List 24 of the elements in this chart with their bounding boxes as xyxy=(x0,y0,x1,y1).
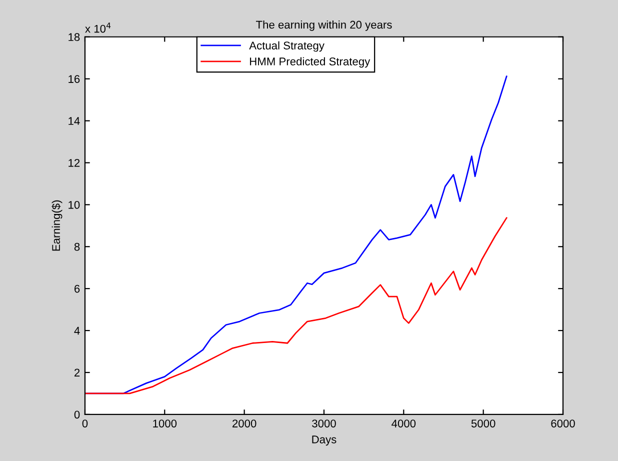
y-tick-label: 14 xyxy=(68,117,80,125)
legend-label: Actual Strategy xyxy=(249,41,324,52)
x-axis-title: Days xyxy=(312,436,336,446)
y-tick-label: 18 xyxy=(68,33,80,42)
x-tick-label: 5000 xyxy=(471,420,496,428)
x-tick-label: 2000 xyxy=(232,420,256,428)
y-tick-label: 16 xyxy=(68,75,80,83)
chart-title: The earning within 20 years xyxy=(256,20,392,31)
x-tick-label: 4000 xyxy=(392,420,416,428)
legend-label: HMM Predicted Strategy xyxy=(250,57,370,68)
y-tick-label: 6 xyxy=(74,284,80,293)
y-tick-label: 10 xyxy=(68,200,80,209)
x-tick-label: 0 xyxy=(82,420,88,428)
x-tick-label: 3000 xyxy=(312,420,336,428)
x-tick-label: 1000 xyxy=(153,420,177,428)
y-tick-label: 12 xyxy=(68,159,80,167)
y-tick-label: 8 xyxy=(74,242,80,251)
line-series xyxy=(84,217,508,394)
y-tick-label: 4 xyxy=(74,326,80,335)
x-tick-label: 6000 xyxy=(551,420,575,428)
text: x 10$^{4}$ xyxy=(85,22,111,33)
y-tick-label: 0 xyxy=(74,410,80,419)
y-axis-title: Earning($) xyxy=(52,200,62,251)
y-tick-label: 2 xyxy=(74,368,80,377)
